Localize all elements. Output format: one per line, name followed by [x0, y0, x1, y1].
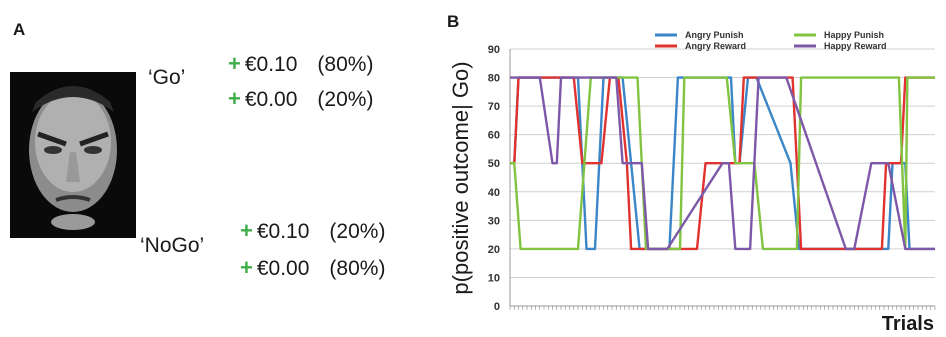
series-line-happy-punish: [510, 76, 935, 251]
outcome-amount: €0.00: [244, 88, 298, 111]
go-condition-label: ‘Go’: [148, 66, 186, 89]
legend-label: Happy Punish: [824, 30, 884, 40]
outcome-amount: €0.10: [244, 53, 298, 76]
legend-label: Happy Reward: [824, 41, 887, 51]
y-tick-label: 30: [488, 215, 500, 227]
outcome-probability: (80%): [317, 53, 374, 76]
outcome-amount: €0.10: [256, 220, 310, 243]
plus-sign: +: [240, 255, 253, 280]
plus-sign: +: [228, 51, 241, 76]
panel-a-label: A: [13, 20, 26, 39]
nogo-outcome-1: + €0.10 (20%): [240, 218, 385, 244]
angry-face-image: [10, 72, 136, 238]
y-tick-label: 40: [488, 187, 500, 199]
legend-label: Angry Punish: [685, 30, 744, 40]
outcome-probability: (80%): [329, 257, 386, 280]
legend-label: Angry Reward: [685, 41, 746, 51]
nogo-outcome-2: + €0.00 (80%): [240, 255, 385, 281]
chart-lines: [510, 76, 935, 251]
plus-sign: +: [228, 86, 241, 111]
nogo-condition-label: ‘NoGo’: [140, 234, 205, 257]
y-tick-label: 60: [488, 130, 500, 142]
y-axis-ticks: 0 10 20 30 40 50 60 70 80 90: [488, 44, 500, 313]
y-tick-label: 10: [488, 272, 500, 284]
y-tick-label: 50: [488, 158, 500, 170]
go-outcome-1: + €0.10 (80%): [228, 51, 373, 77]
outcome-probability: (20%): [317, 88, 374, 111]
y-tick-label: 20: [488, 244, 500, 256]
y-tick-label: 70: [488, 101, 500, 113]
x-axis-label: Trials: [882, 313, 934, 335]
panel-b-label: B: [447, 12, 460, 31]
y-axis-label: p(positive outcome| Go): [448, 61, 473, 294]
y-tick-label: 80: [488, 73, 500, 85]
y-tick-label: 90: [488, 44, 500, 56]
go-outcome-2: + €0.00 (20%): [228, 86, 373, 112]
plus-sign: +: [240, 218, 253, 243]
x-axis-ticks: [509, 306, 936, 310]
y-tick-label: 0: [494, 301, 500, 313]
series-line-happy-reward: [510, 76, 935, 251]
outcome-probability: (20%): [329, 220, 386, 243]
outcome-amount: €0.00: [256, 257, 310, 280]
